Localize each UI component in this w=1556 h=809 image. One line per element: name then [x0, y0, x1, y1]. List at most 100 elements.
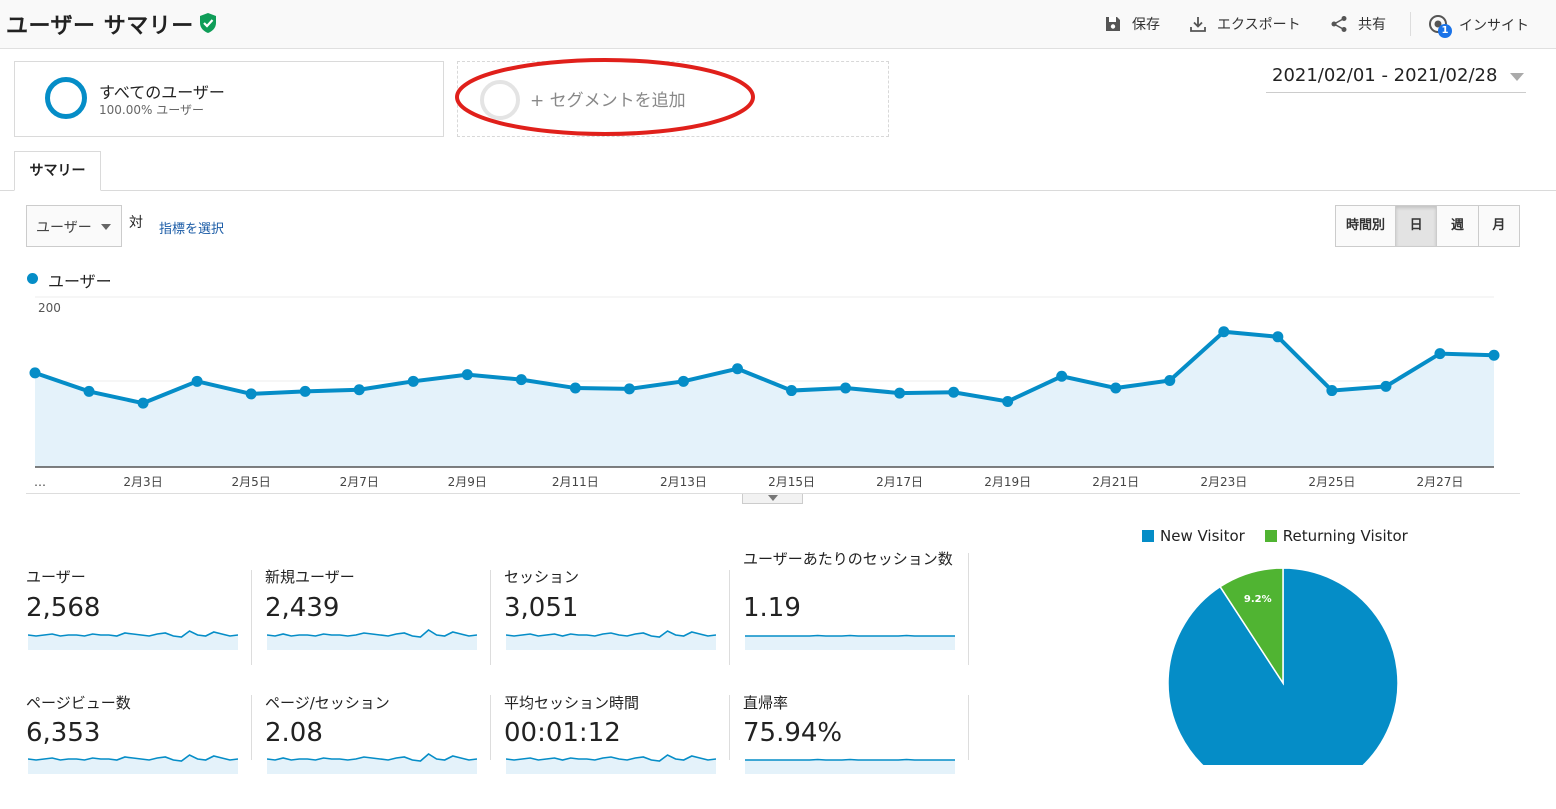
chart-collapse-handle[interactable]: [742, 494, 803, 504]
save-button[interactable]: 保存: [1104, 14, 1160, 34]
data-point[interactable]: [353, 384, 365, 396]
segment-percent: 100.00% ユーザー: [99, 103, 204, 117]
pie-slice-label: 9.2%: [1244, 594, 1272, 605]
data-point[interactable]: [1164, 374, 1176, 386]
metric-tile[interactable]: ページビュー数 6,353: [26, 694, 246, 809]
data-point[interactable]: [1056, 370, 1068, 382]
data-point[interactable]: [623, 383, 635, 395]
data-point[interactable]: [461, 369, 473, 381]
returning-visitor-swatch: [1264, 530, 1277, 542]
data-point[interactable]: [1488, 349, 1500, 361]
x-tick-label: 2月17日: [876, 475, 923, 489]
interval-hourly-button[interactable]: 時間別: [1336, 206, 1397, 246]
metric-tile[interactable]: ユーザーあたりのセッション数 1.19: [743, 550, 963, 683]
date-range-picker[interactable]: 2021/02/01 - 2021/02/28: [1266, 62, 1526, 93]
data-point[interactable]: [299, 385, 311, 397]
tile-divider: [490, 695, 491, 760]
page-title: ユーザー サマリー: [6, 14, 194, 39]
pie-legend-new[interactable]: New Visitor: [1142, 527, 1245, 545]
share-button[interactable]: 共有: [1330, 14, 1386, 34]
tile-divider: [968, 695, 969, 760]
interval-day-button[interactable]: 日: [1396, 206, 1438, 246]
sparkline-line: [267, 629, 477, 638]
data-point[interactable]: [29, 367, 41, 379]
data-point[interactable]: [840, 382, 852, 394]
insight-badge: 1: [1438, 24, 1452, 38]
metric-tile[interactable]: ページ/セッション 2.08: [265, 694, 485, 809]
data-point[interactable]: [83, 385, 95, 397]
save-label: 保存: [1132, 17, 1160, 33]
chart-divider: [26, 493, 1520, 494]
metric-sparkline: [28, 754, 238, 774]
metric-label: セッション: [504, 568, 580, 586]
data-point[interactable]: [569, 382, 581, 394]
data-point[interactable]: [677, 375, 689, 387]
versus-label: 対: [129, 215, 143, 231]
pie-slice[interactable]: [1167, 567, 1399, 765]
insight-button[interactable]: 1 インサイト: [1427, 14, 1529, 38]
data-point[interactable]: [1434, 348, 1446, 360]
sparkline-line: [745, 634, 955, 637]
tile-divider: [490, 570, 491, 665]
users-line-chart: 200100…2月3日2月5日2月7日2月9日2月11日2月13日2月15日2月…: [29, 296, 1500, 489]
interval-week-button[interactable]: 週: [1437, 206, 1479, 246]
data-point[interactable]: [1272, 331, 1284, 343]
x-tick-label: 2月15日: [768, 475, 815, 489]
x-tick-label: 2月7日: [340, 475, 379, 489]
data-point[interactable]: [1218, 326, 1230, 338]
pie-legend-new-label: New Visitor: [1160, 527, 1245, 545]
pie-slice[interactable]: [1219, 567, 1284, 686]
data-point[interactable]: [1002, 395, 1014, 407]
metric-tile[interactable]: 新規ユーザー 2,439: [265, 568, 485, 683]
verified-shield-icon: [200, 13, 216, 33]
data-point[interactable]: [191, 375, 203, 387]
sparkline-area: [745, 759, 955, 774]
x-tick-label: 2月25日: [1308, 475, 1355, 489]
interval-toggle: 時間別 日 週 月: [1335, 205, 1520, 247]
pie-legend-returning[interactable]: Returning Visitor: [1264, 527, 1408, 545]
data-point[interactable]: [948, 386, 960, 398]
data-point[interactable]: [515, 374, 527, 386]
data-point[interactable]: [245, 388, 257, 400]
save-icon: [1106, 17, 1120, 31]
data-point[interactable]: [731, 363, 743, 375]
pie-legend-returning-label: Returning Visitor: [1282, 527, 1408, 545]
metric-sparkline: [267, 753, 477, 774]
metric-tile[interactable]: ユーザー 2,568: [26, 568, 246, 683]
data-point[interactable]: [1380, 380, 1392, 392]
choose-metric-link[interactable]: 指標を選択: [159, 222, 225, 237]
sparkline-area: [267, 630, 477, 650]
data-point[interactable]: [894, 387, 906, 399]
data-point[interactable]: [137, 397, 149, 409]
metric-label: ユーザーあたりのセッション数: [743, 550, 953, 568]
data-point[interactable]: [786, 385, 798, 397]
add-segment-button[interactable]: + セグメントを追加: [457, 61, 889, 137]
metric-value: 75.94%: [743, 718, 843, 748]
metric-label: 新規ユーザー: [265, 568, 355, 586]
metric-dropdown[interactable]: ユーザー: [26, 205, 122, 247]
date-range-text: 2021/02/01 - 2021/02/28: [1272, 65, 1498, 86]
tile-divider: [251, 570, 252, 665]
export-button[interactable]: エクスポート: [1189, 14, 1301, 34]
x-tick-label: …: [34, 475, 46, 489]
export-label: エクスポート: [1217, 17, 1301, 33]
metric-value: 00:01:12: [504, 718, 621, 748]
segment-all-users[interactable]: すべてのユーザー 100.00% ユーザー: [14, 61, 444, 137]
visitor-pie-chart: 9.2%: [1167, 567, 1399, 765]
metric-sparkline: [745, 758, 955, 774]
interval-month-button[interactable]: 月: [1492, 218, 1506, 233]
metric-label: 平均セッション時間: [504, 694, 640, 712]
metric-label: 直帰率: [743, 694, 789, 712]
sparkline-line: [28, 630, 238, 638]
metric-tile[interactable]: 平均セッション時間 00:01:12: [504, 694, 724, 809]
data-point[interactable]: [1326, 385, 1338, 397]
x-tick-label: 2月3日: [123, 475, 162, 489]
data-point[interactable]: [407, 375, 419, 387]
metric-tile[interactable]: 直帰率 75.94%: [743, 694, 963, 809]
x-tick-label: 2月21日: [1092, 475, 1139, 489]
data-point[interactable]: [1110, 382, 1122, 394]
metric-tile[interactable]: セッション 3,051: [504, 568, 724, 683]
tab-summary[interactable]: サマリー: [14, 151, 101, 191]
legend-label: ユーザー: [48, 272, 112, 291]
series-line: [34, 329, 1495, 406]
